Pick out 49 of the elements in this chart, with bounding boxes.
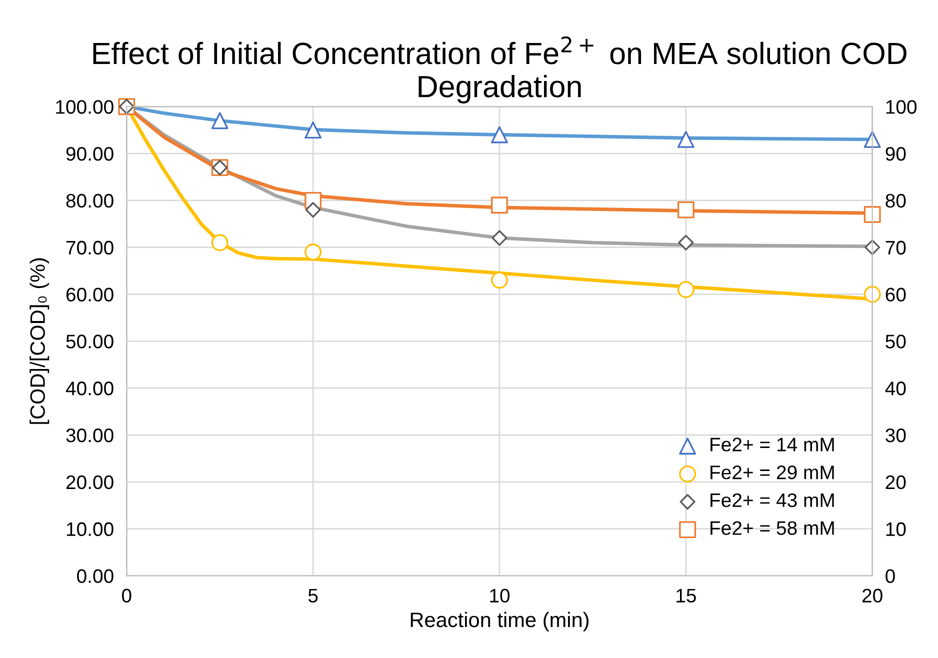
- y2-tick-label: 40: [885, 382, 906, 396]
- point: [491, 126, 508, 144]
- y-tick-label: 60.00: [66, 288, 114, 302]
- x-axis-title: Reaction time (min): [410, 612, 588, 632]
- point: [211, 112, 228, 130]
- point: [864, 240, 880, 256]
- legend-label: Fe2+ = 29 mM: [710, 465, 834, 480]
- y2-tick-label: 60: [886, 288, 906, 302]
- y2-tick-label: 0: [886, 569, 895, 583]
- point: [492, 230, 508, 246]
- point: [491, 196, 508, 214]
- y-tick-label: 50.00: [66, 334, 114, 348]
- y-tick-label: 30.00: [66, 428, 114, 442]
- point: [304, 122, 322, 139]
- point: [305, 202, 321, 218]
- y-tick-label: 90.00: [66, 146, 114, 161]
- x-tick-label: 15: [676, 588, 696, 603]
- y-tick-label: 80.00: [66, 194, 114, 208]
- y-tick-label: 10.00: [66, 522, 114, 536]
- point: [211, 234, 228, 252]
- point: [864, 130, 881, 148]
- y2-tick-label: 80: [886, 194, 906, 208]
- x-tick-label: 10: [490, 588, 510, 603]
- x-tick-label: 0: [122, 588, 132, 603]
- point: [677, 281, 694, 298]
- point: [864, 286, 881, 303]
- y-axis-title: [COD]/[COD]₀ (%): [30, 258, 50, 424]
- x-tick-label: 5: [308, 588, 318, 603]
- y2-tick-label: 100: [886, 100, 917, 114]
- y-tick-label: 0.00: [77, 569, 114, 583]
- point: [677, 201, 694, 218]
- point: [491, 272, 508, 289]
- y-tick-label: 20.00: [66, 475, 114, 490]
- legend-label: Fe2+ = 14 mM: [710, 438, 834, 452]
- point: [677, 130, 694, 148]
- y2-tick-label: 50: [886, 334, 906, 348]
- y2-tick-label: 20: [886, 475, 906, 490]
- y2-tick-label: 90: [886, 146, 906, 161]
- point: [678, 234, 694, 250]
- y2-tick-label: 30: [886, 428, 906, 442]
- point: [864, 206, 881, 223]
- legend-label: Fe2+ = 43 mM: [710, 493, 834, 508]
- point: [304, 244, 322, 261]
- y2-tick-label: 10: [886, 522, 906, 536]
- y-tick-label: 70.00: [66, 240, 114, 255]
- y2-tick-label: 70: [886, 240, 906, 255]
- y-tick-label: 40.00: [66, 382, 114, 396]
- legend-label: Fe2+ = 58 mM: [710, 521, 834, 535]
- x-tick-label: 20: [862, 588, 882, 603]
